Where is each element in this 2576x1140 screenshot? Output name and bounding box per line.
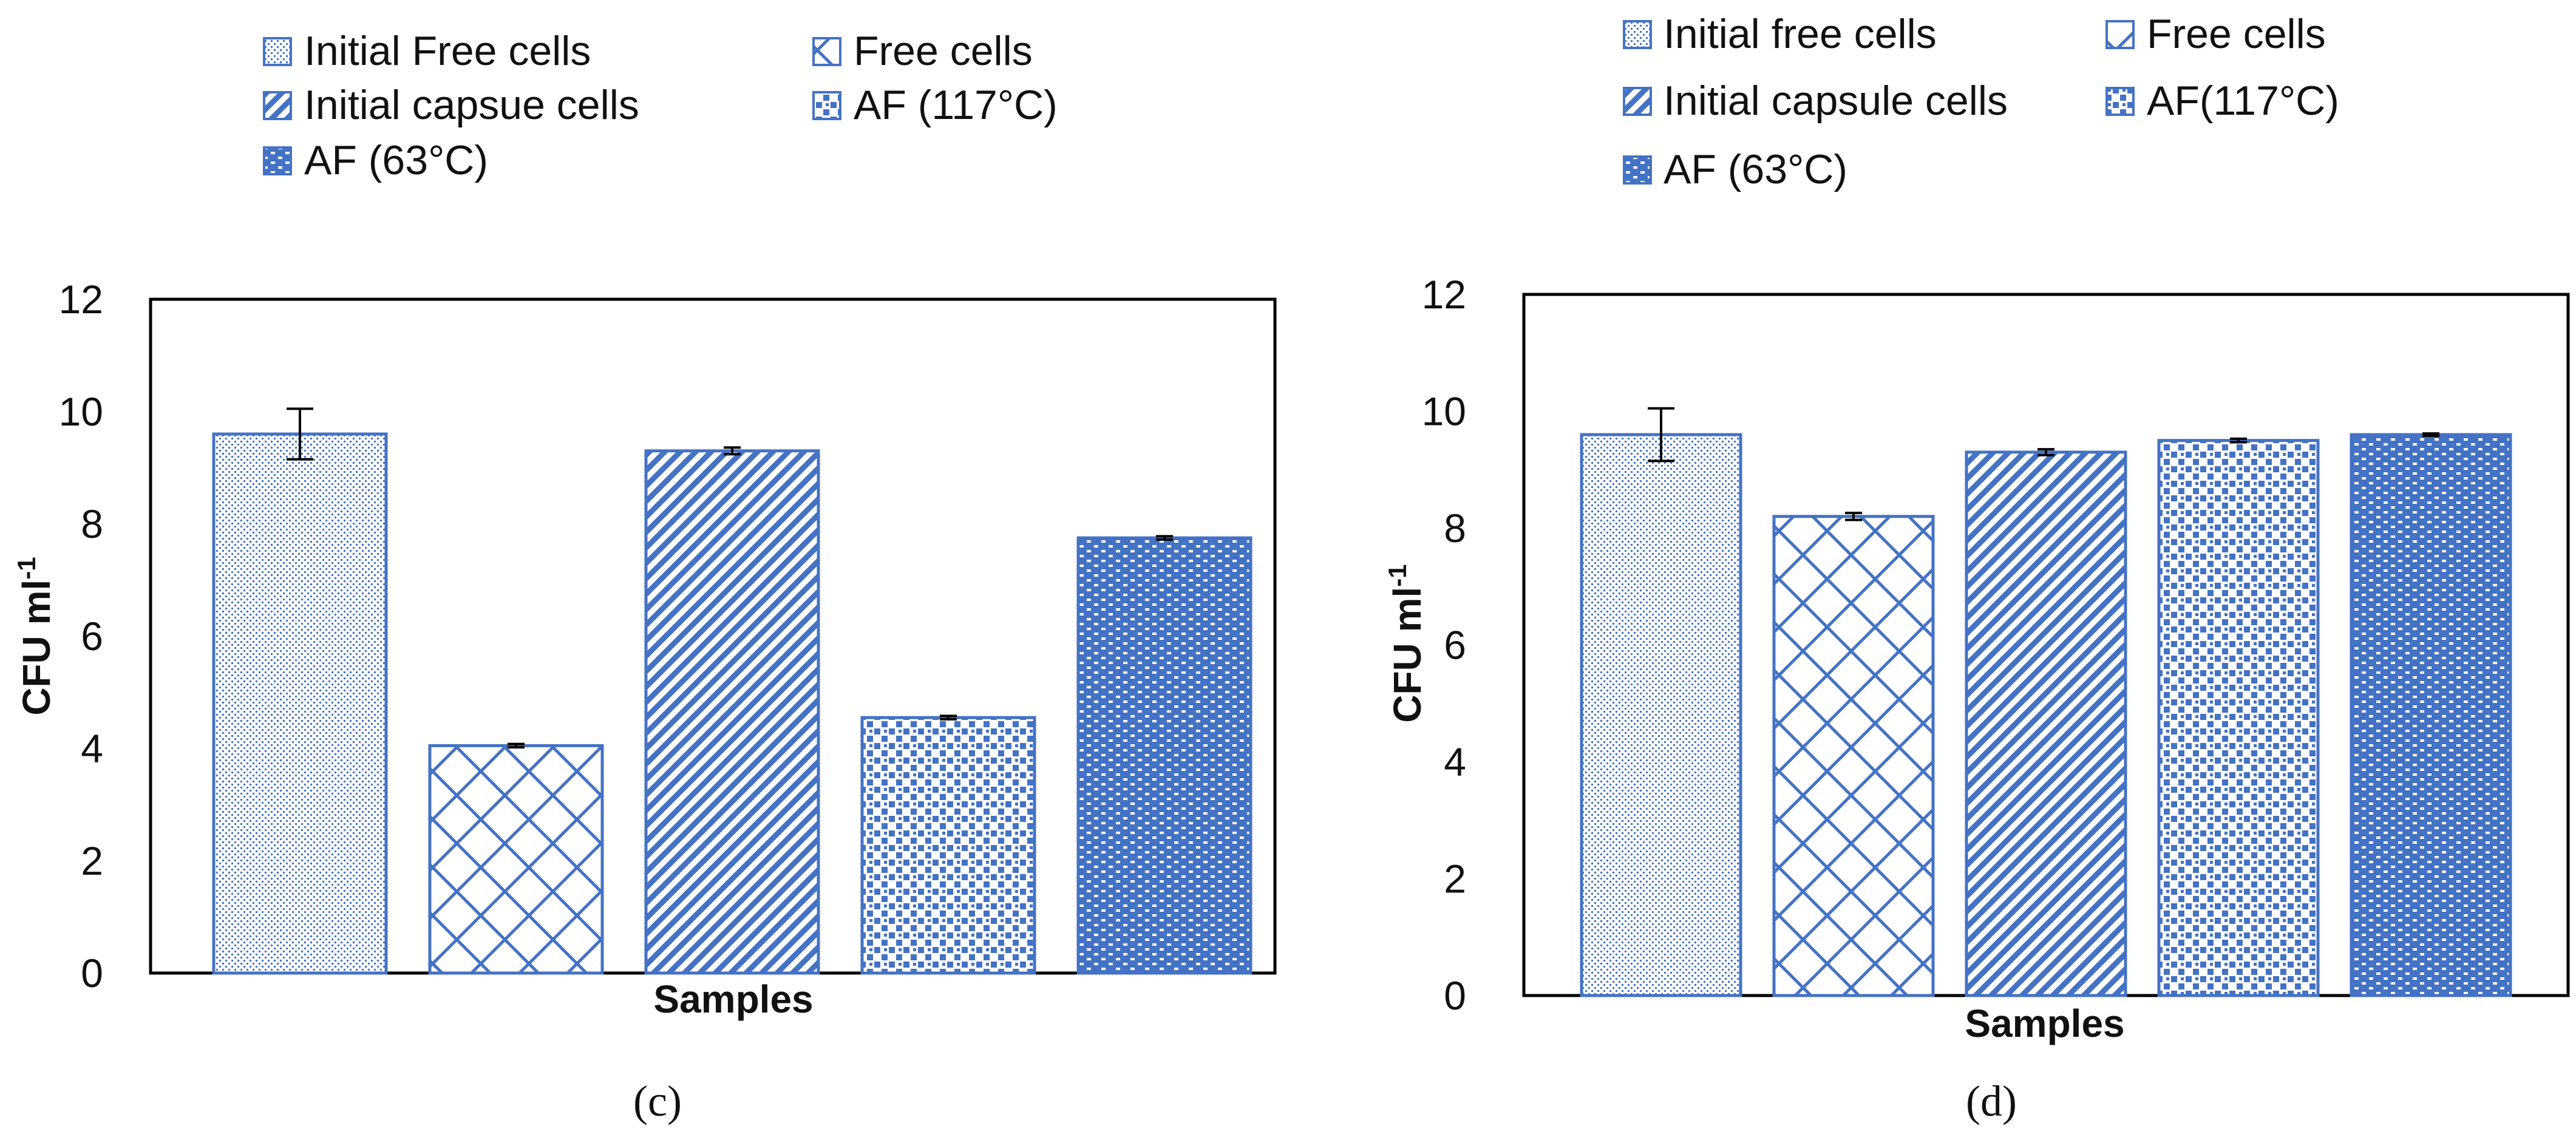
- legend-label-d-0: Initial free cells: [1664, 11, 1937, 57]
- y-tick-label-d-4: 8: [1444, 506, 1466, 551]
- y-ticks-d: 0 2 4 6 8 10 12: [1422, 272, 1466, 1018]
- bar-d-0: [1580, 433, 1742, 997]
- error-bar-c-4: [1156, 535, 1173, 541]
- legend-label-d-2: Initial capsule cells: [1664, 78, 2008, 124]
- y-tick-label-c-5: 10: [59, 389, 103, 434]
- legend-label-c-4: AF (63°C): [304, 137, 488, 183]
- bar-c-0: [212, 432, 388, 975]
- bar-c-3: [860, 716, 1036, 975]
- legend-swatch-c-3: [812, 91, 841, 120]
- legend-swatch-d-4: [1623, 155, 1652, 185]
- panel-label-d: (d): [1966, 1077, 2017, 1125]
- error-bar-c-0: [287, 407, 313, 461]
- bar-c-2: [644, 449, 820, 975]
- bar-c-1: [428, 744, 604, 975]
- bars-d: [1580, 433, 2512, 997]
- legend-label-d-1: Free cells: [2147, 11, 2326, 57]
- x-axis-title-c: Samples: [653, 977, 813, 1021]
- y-tick-label-c-3: 6: [81, 614, 103, 659]
- error-bar-d-0: [1648, 407, 1674, 463]
- error-bar-d-3: [2230, 437, 2247, 444]
- bars-c: [212, 432, 1252, 975]
- y-tick-label-c-4: 8: [81, 501, 103, 546]
- error-bar-d-4: [2422, 432, 2439, 437]
- y-tick-label-c-6: 12: [59, 277, 103, 322]
- chart-panel-c: Initial Free cells Free cells Initial ca…: [12, 28, 1277, 1125]
- bar-d-3: [2157, 439, 2320, 997]
- y-tick-label-d-6: 12: [1422, 272, 1466, 317]
- y-tick-label-d-2: 4: [1444, 739, 1466, 784]
- y-axis-title-c: CFU ml-1: [12, 557, 58, 715]
- legend-swatch-d-0: [1623, 20, 1652, 49]
- legend-swatch-c-4: [263, 146, 292, 175]
- error-bar-d-1: [1845, 511, 1862, 521]
- y-tick-label-c-2: 4: [81, 726, 103, 771]
- legend-label-d-4: AF (63°C): [1664, 146, 1847, 192]
- legend-label-c-1: Free cells: [854, 28, 1033, 74]
- legend-label-c-0: Initial Free cells: [304, 28, 591, 74]
- bar-d-1: [1772, 515, 1935, 997]
- legend-label-c-3: AF (117°C): [854, 82, 1058, 128]
- error-bar-d-2: [2037, 448, 2054, 456]
- y-tick-label-c-0: 0: [81, 951, 103, 996]
- legend-swatch-d-3: [2105, 87, 2135, 116]
- error-bar-c-2: [724, 446, 741, 456]
- error-bars-c: [287, 407, 1173, 749]
- y-axis-title-d: CFU ml-1: [1383, 564, 1429, 722]
- error-bar-c-1: [508, 742, 525, 749]
- y-tick-label-d-5: 10: [1422, 389, 1466, 434]
- legend-swatch-c-1: [812, 37, 841, 66]
- error-bar-c-3: [940, 714, 957, 721]
- legend-d: Initial free cells Free cells Initial ca…: [1623, 11, 2339, 192]
- x-axis-title-d: Samples: [1965, 1002, 2124, 1045]
- legend-swatch-d-2: [1623, 87, 1652, 116]
- legend-label-d-3: AF(117°C): [2147, 78, 2339, 124]
- panel-label-c: (c): [633, 1077, 682, 1125]
- y-tick-label-d-0: 0: [1444, 973, 1466, 1018]
- legend-c: Initial Free cells Free cells Initial ca…: [263, 28, 1058, 183]
- legend-swatch-c-0: [263, 37, 292, 66]
- error-bars-d: [1648, 407, 2439, 521]
- y-tick-label-d-3: 6: [1444, 623, 1466, 668]
- bar-d-2: [1965, 450, 2127, 997]
- bar-d-4: [2350, 433, 2512, 997]
- y-tick-label-c-1: 2: [81, 838, 103, 883]
- y-ticks-c: 0 2 4 6 8 10 12: [59, 277, 103, 996]
- legend-swatch-c-2: [263, 91, 292, 120]
- legend-swatch-d-1: [2105, 20, 2135, 49]
- bar-c-4: [1076, 536, 1252, 975]
- chart-panel-d: Initial free cells Free cells Initial ca…: [1383, 11, 2570, 1125]
- y-tick-label-d-1: 2: [1444, 857, 1466, 901]
- legend-label-c-2: Initial capsue cells: [304, 82, 639, 128]
